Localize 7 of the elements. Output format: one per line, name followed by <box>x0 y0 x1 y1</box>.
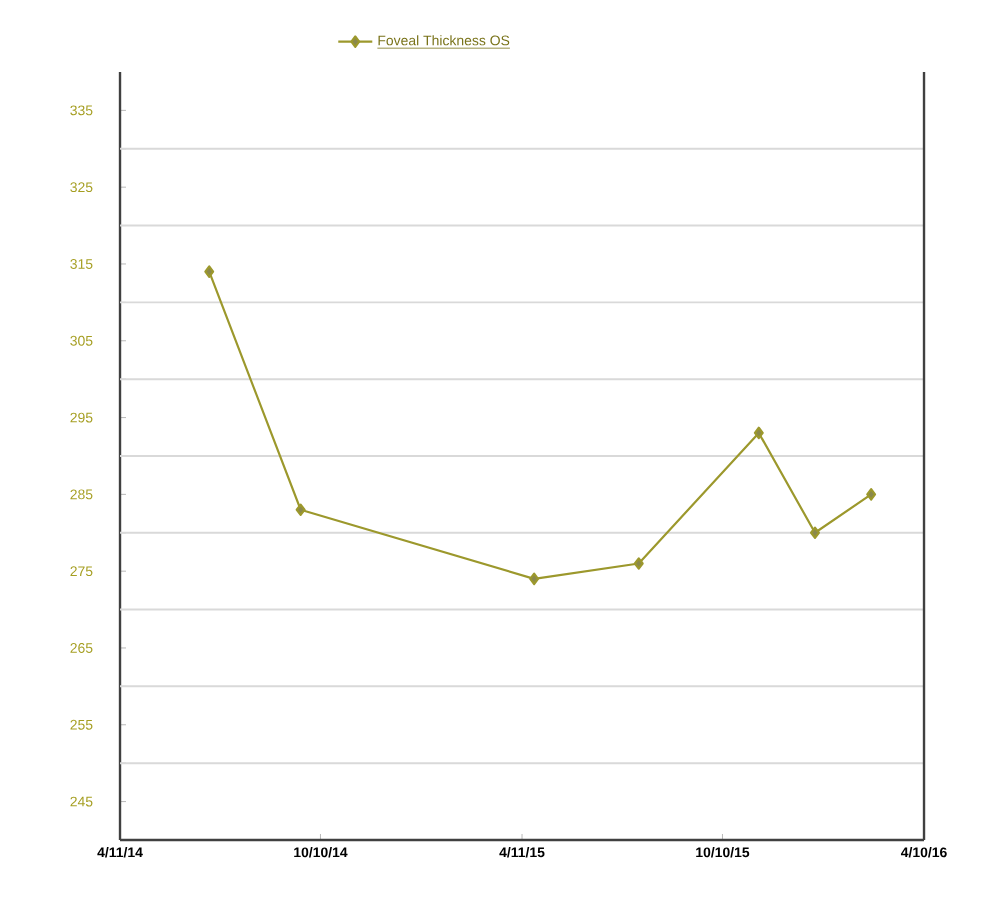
point <box>809 526 820 540</box>
point <box>204 265 215 278</box>
point <box>753 426 764 440</box>
point <box>529 572 540 586</box>
point <box>295 503 306 517</box>
point <box>633 557 644 570</box>
point <box>866 488 877 501</box>
